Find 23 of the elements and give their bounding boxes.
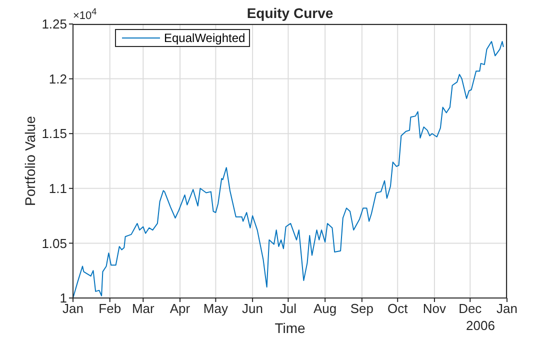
x-tick-label: Aug [314, 301, 337, 316]
x-tick-label: Sep [350, 301, 374, 316]
y-tick-label: 1.2 [48, 71, 67, 86]
y-tick-label: 1.15 [42, 126, 67, 142]
x-tick-label: Apr [170, 301, 191, 316]
x-tick-label: Jan [496, 301, 518, 316]
chart-title: Equity Curve [246, 5, 334, 21]
x-tick-label: Jun [242, 301, 264, 316]
x-tick-label: Mar [132, 301, 156, 316]
y-tick-label: 1.25 [42, 16, 67, 32]
x-tick-label: Nov [422, 301, 447, 316]
x-tick-label: May [203, 301, 228, 316]
text: ×10$^{4}$ [73, 6, 97, 22]
legend-label: EqualWeighted [164, 31, 246, 45]
x-tick-label: Jul [280, 301, 297, 316]
x-axis-title: Time [274, 320, 306, 336]
y-tick-label: 1.05 [42, 236, 67, 251]
y-axis-title: Portfolio Value [22, 116, 38, 206]
x-tick-label: Feb [98, 301, 122, 316]
x-tick-label: Oct [387, 301, 408, 316]
x-tick-label: Dec [458, 301, 482, 316]
text: 2006 [466, 318, 495, 333]
y-tick-label: 1.1 [48, 181, 67, 196]
